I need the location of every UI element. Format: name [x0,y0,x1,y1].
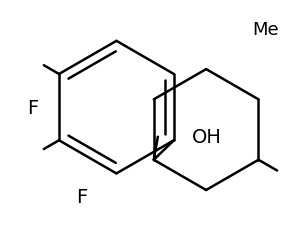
Text: Me: Me [252,21,278,39]
Text: F: F [76,187,87,206]
Text: F: F [27,98,38,117]
Text: OH: OH [192,127,221,146]
